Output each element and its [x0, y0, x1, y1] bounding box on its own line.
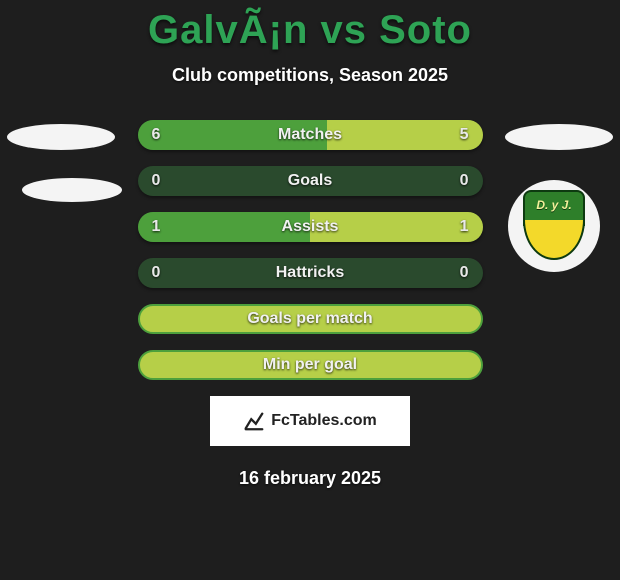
player-photo-placeholder-right [505, 124, 613, 150]
page-subtitle: Club competitions, Season 2025 [0, 65, 620, 86]
stat-row-hattricks: 0 Hattricks 0 [138, 258, 483, 288]
player-photo-placeholder [7, 124, 115, 150]
stat-row-goals-per-match: Goals per match [138, 304, 483, 334]
stat-row-min-per-goal: Min per goal [138, 350, 483, 380]
stat-label: Assists [282, 218, 339, 236]
chart-icon [243, 410, 265, 432]
shield-text: D. y J. [523, 198, 585, 212]
stat-value-left: 0 [152, 172, 161, 190]
club-logo-right: D. y J. [508, 180, 600, 272]
stat-value-right: 5 [460, 126, 469, 144]
shield-icon: D. y J. [523, 190, 585, 262]
stat-value-right: 1 [460, 218, 469, 236]
stat-row-assists: 1 Assists 1 [138, 212, 483, 242]
stat-row-goals: 0 Goals 0 [138, 166, 483, 196]
stat-label: Hattricks [276, 264, 344, 282]
stat-value-right: 0 [460, 264, 469, 282]
stat-value-left: 6 [152, 126, 161, 144]
stat-value-left: 0 [152, 264, 161, 282]
stat-label: Min per goal [263, 356, 357, 374]
stat-row-matches: 6 Matches 5 [138, 120, 483, 150]
page-title: GalvÃ¡n vs Soto [0, 0, 620, 53]
brand-text: FcTables.com [271, 412, 377, 430]
stat-value-right: 0 [460, 172, 469, 190]
stat-value-left: 1 [152, 218, 161, 236]
stat-label: Goals [288, 172, 332, 190]
stat-label: Matches [278, 126, 342, 144]
footer-date: 16 february 2025 [0, 468, 620, 489]
stat-label: Goals per match [247, 310, 372, 328]
stats-container: 6 Matches 5 0 Goals 0 1 Assists 1 0 Hatt… [138, 120, 483, 380]
brand-badge: FcTables.com [210, 396, 410, 446]
club-logo-placeholder-left [22, 178, 122, 202]
